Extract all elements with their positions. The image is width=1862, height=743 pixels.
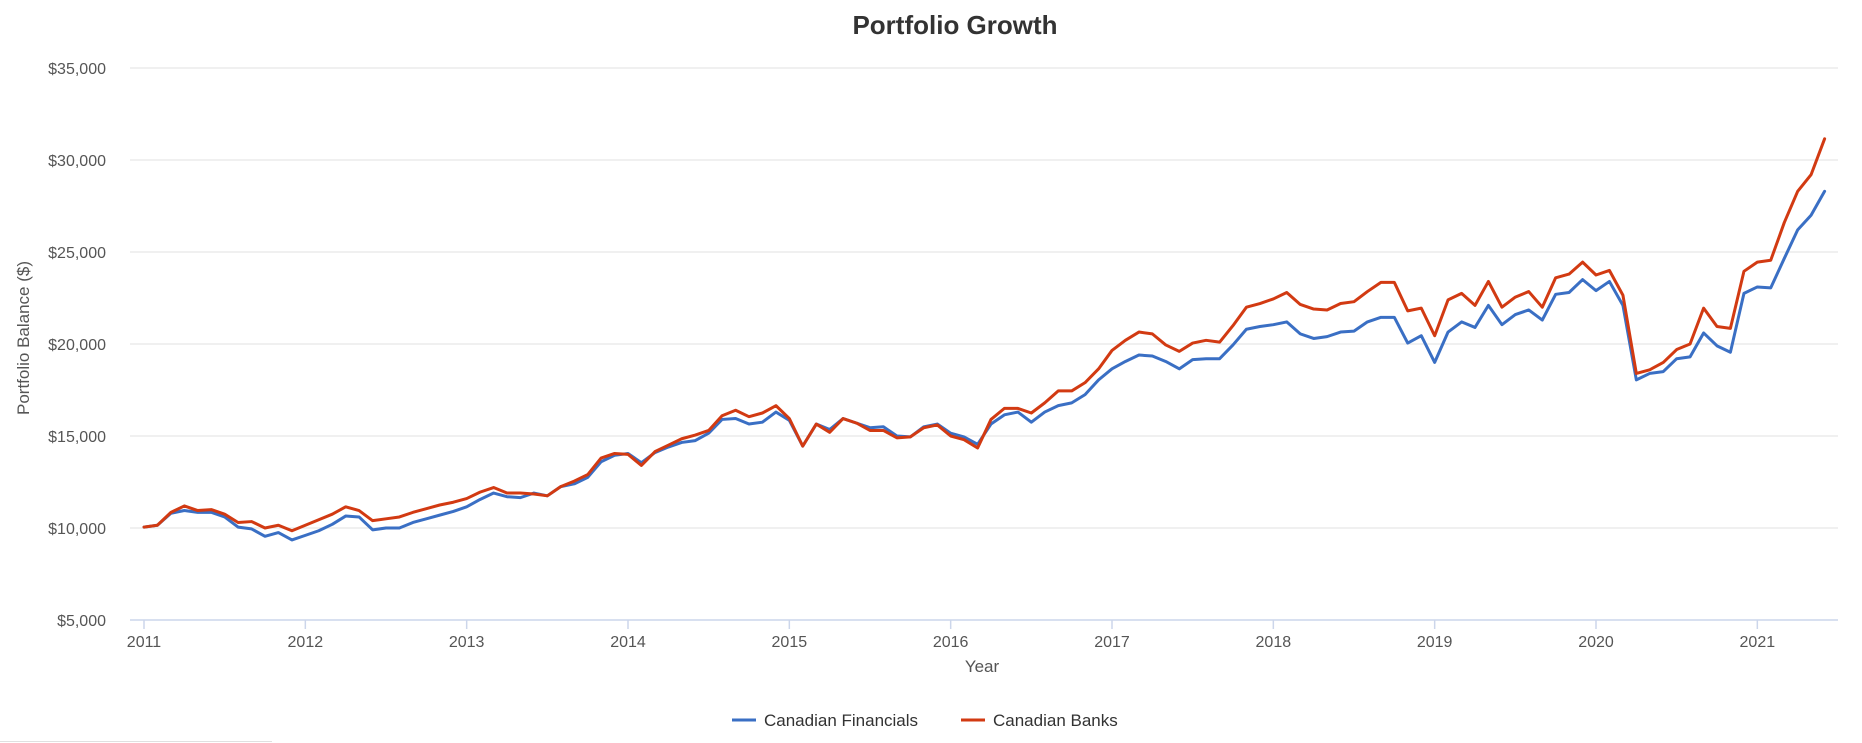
- y-tick-label: $5,000: [57, 613, 106, 630]
- x-tick-label: 2016: [933, 634, 969, 651]
- series-line-canadian-banks: [142, 137, 1827, 533]
- x-tick-label: 2014: [610, 634, 646, 651]
- y-tick-label: $15,000: [48, 429, 106, 446]
- bottom-divider: [0, 741, 272, 742]
- y-tick-label: $25,000: [48, 245, 106, 262]
- series-lines: [142, 137, 1827, 542]
- legend[interactable]: Canadian Financials Canadian Banks: [732, 711, 1118, 730]
- x-tick-label: 2021: [1740, 634, 1776, 651]
- legend-item-canadian-banks[interactable]: Canadian Banks: [961, 711, 1118, 730]
- x-axis-ticks: 2011 2012 2013 2014 2015 2016 2017 2018 2019 2020…: [127, 620, 1775, 651]
- grid-lines: [130, 67, 1838, 529]
- x-axis-title: Year: [965, 657, 1000, 676]
- y-axis-title: Portfolio Balance ($): [14, 261, 33, 415]
- x-tick-label: 2018: [1256, 634, 1292, 651]
- x-tick-label: 2017: [1094, 634, 1130, 651]
- x-tick-label: 2013: [449, 634, 485, 651]
- chart-title: Portfolio Growth: [852, 10, 1057, 40]
- x-tick-label: 2012: [288, 634, 324, 651]
- y-tick-label: $10,000: [48, 521, 106, 538]
- legend-label: Canadian Banks: [993, 711, 1118, 730]
- y-tick-label: $35,000: [48, 61, 106, 78]
- legend-label: Canadian Financials: [764, 711, 918, 730]
- x-tick-label: 2011: [127, 634, 162, 651]
- x-tick-label: 2015: [772, 634, 808, 651]
- series-line-canadian-financials: [142, 189, 1827, 542]
- legend-item-canadian-financials[interactable]: Canadian Financials: [732, 711, 918, 730]
- x-tick-label: 2020: [1578, 634, 1614, 651]
- y-tick-label: $30,000: [48, 153, 106, 170]
- y-axis-ticks: $5,000 $10,000 $15,000 $20,000 $25,000 $30,00…: [48, 61, 106, 630]
- x-tick-label: 2019: [1417, 634, 1453, 651]
- y-tick-label: $20,000: [48, 337, 106, 354]
